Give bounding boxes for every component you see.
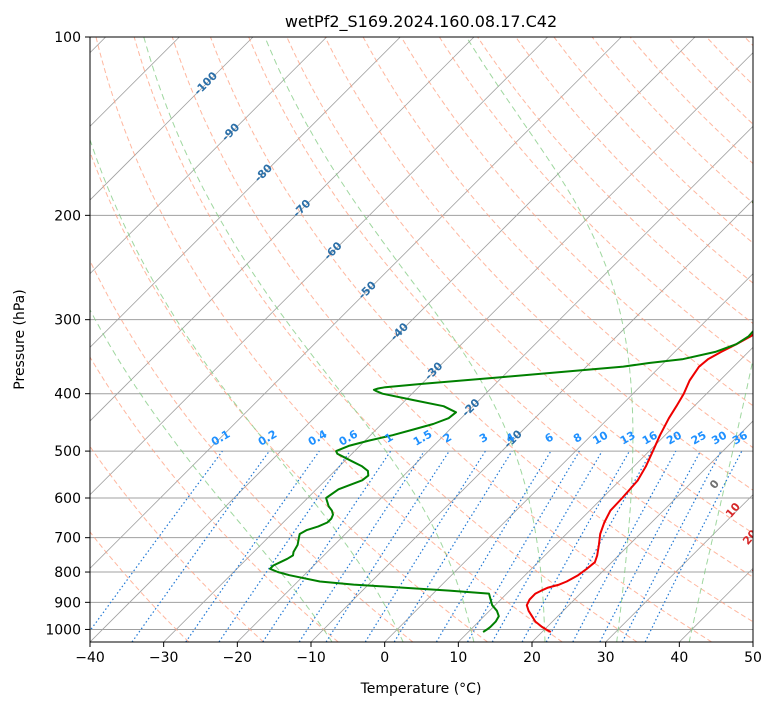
dry-adiabat-line	[0, 37, 189, 642]
y-tick-label: 700	[54, 531, 81, 547]
mixing-ratio-line	[326, 451, 449, 642]
x-tick-label: 20	[523, 650, 541, 666]
mixing-ratio-label: 0.2	[256, 428, 279, 449]
temperature-profile-line	[527, 37, 775, 632]
y-tick-label: 500	[54, 444, 81, 460]
mixing-ratio-label: 36	[730, 428, 750, 447]
mixing-ratio-label: 1	[382, 431, 395, 446]
isotherm-line	[0, 37, 400, 642]
isotherm-line	[164, 37, 769, 642]
x-tick-label: −10	[296, 650, 326, 666]
y-tick-label: 300	[54, 313, 81, 329]
y-tick-label: 400	[54, 387, 81, 403]
isotherm-line	[385, 37, 775, 642]
isotherm-line	[311, 37, 775, 642]
dry-adiabat-line	[134, 37, 637, 642]
isotherm-label: -90	[219, 120, 242, 143]
isotherm-line	[0, 37, 253, 642]
mixing-ratio-label: 25	[689, 429, 709, 448]
mixing-ratio-label: 3	[477, 431, 490, 446]
moist-adiabat-label: 20	[740, 527, 760, 547]
x-tick-label: −20	[223, 650, 253, 666]
dry-adiabat-line	[745, 37, 775, 642]
dewpoint-profile-line	[270, 37, 775, 632]
moist-adiabat-label: 0	[707, 477, 722, 491]
moist-adiabat-line	[689, 37, 775, 643]
isotherm-label: -60	[321, 239, 344, 262]
mixing-ratio-line	[263, 451, 391, 642]
mixing-ratio-label: 8	[571, 431, 584, 446]
x-tick-label: 30	[597, 650, 615, 666]
dry-adiabat-line	[58, 37, 488, 642]
mixing-ratio-line	[436, 451, 551, 642]
y-tick-label: 800	[54, 565, 81, 581]
y-tick-label: 1000	[45, 622, 81, 638]
mixing-ratio-label: 30	[709, 428, 729, 447]
mixing-ratio-label: 16	[640, 428, 660, 447]
x-tick-label: −30	[149, 650, 179, 666]
mixing-ratio-label: 10	[591, 428, 611, 447]
mixing-ratio-line	[82, 451, 223, 642]
chart-title: wetPf2_S169.2024.160.08.17.C42	[285, 12, 557, 32]
isotherm-line	[0, 37, 327, 642]
isotherm-line	[753, 37, 775, 642]
mixing-ratio-label: 2	[441, 431, 454, 446]
isotherm-label: -100	[191, 69, 220, 98]
mixing-ratio-line	[573, 451, 676, 642]
moist-adiabat-label: 10	[723, 500, 743, 520]
profile-lines	[270, 37, 775, 632]
moist-adiabat-label: 40	[762, 586, 775, 606]
dry-adiabat-line	[363, 37, 775, 642]
background-lines	[0, 37, 775, 643]
y-axis-label: Pressure (hPa)	[12, 289, 28, 389]
y-tick-label: 200	[54, 208, 81, 224]
x-axis-label: Temperature (°C)	[360, 681, 482, 697]
dry-adiabat-line	[592, 37, 775, 642]
mixing-ratio-label: 1.5	[411, 428, 434, 449]
dry-adiabat-line	[20, 37, 413, 642]
isotherm-label: -40	[388, 320, 411, 343]
moist-adiabat-line	[466, 37, 633, 643]
x-tick-label: 40	[670, 650, 688, 666]
dry-adiabat-line	[172, 37, 711, 642]
x-tick-label: 0	[380, 650, 389, 666]
y-tick-label: 100	[54, 30, 81, 46]
isotherm-label: -70	[290, 197, 313, 220]
y-tick-label: 600	[54, 491, 81, 507]
isotherm-label: -20	[459, 396, 482, 419]
mixing-ratio-label: 13	[618, 429, 638, 448]
x-tick-label: 50	[744, 650, 762, 666]
dry-adiabat-line	[0, 37, 338, 642]
dry-adiabat-line	[0, 37, 264, 642]
x-tick-label: −40	[75, 650, 105, 666]
isotherm-label: -80	[252, 161, 275, 184]
x-tick-label: 10	[449, 650, 467, 666]
dry-adiabat-line	[707, 37, 775, 642]
mixing-ratio-label: 20	[664, 428, 684, 447]
isotherm-line	[0, 37, 548, 642]
mixing-ratio-line	[600, 451, 701, 642]
moist-adiabat-line	[265, 37, 545, 643]
dry-adiabat-line	[668, 37, 775, 642]
y-tick-label: 900	[54, 595, 81, 611]
isotherm-line	[237, 37, 775, 642]
mixing-ratio-label: 0.6	[337, 427, 361, 448]
isotherm-line	[679, 37, 775, 642]
isotherm-label: -50	[356, 278, 379, 301]
mixing-ratio-line	[219, 451, 350, 642]
mixing-ratio-label: 0.4	[306, 427, 330, 448]
isotherm-line	[532, 37, 775, 642]
isotherm-line	[458, 37, 775, 642]
isotherm-label: -30	[422, 359, 445, 382]
dry-adiabat-line	[516, 37, 775, 642]
isotherm-line	[16, 37, 621, 642]
